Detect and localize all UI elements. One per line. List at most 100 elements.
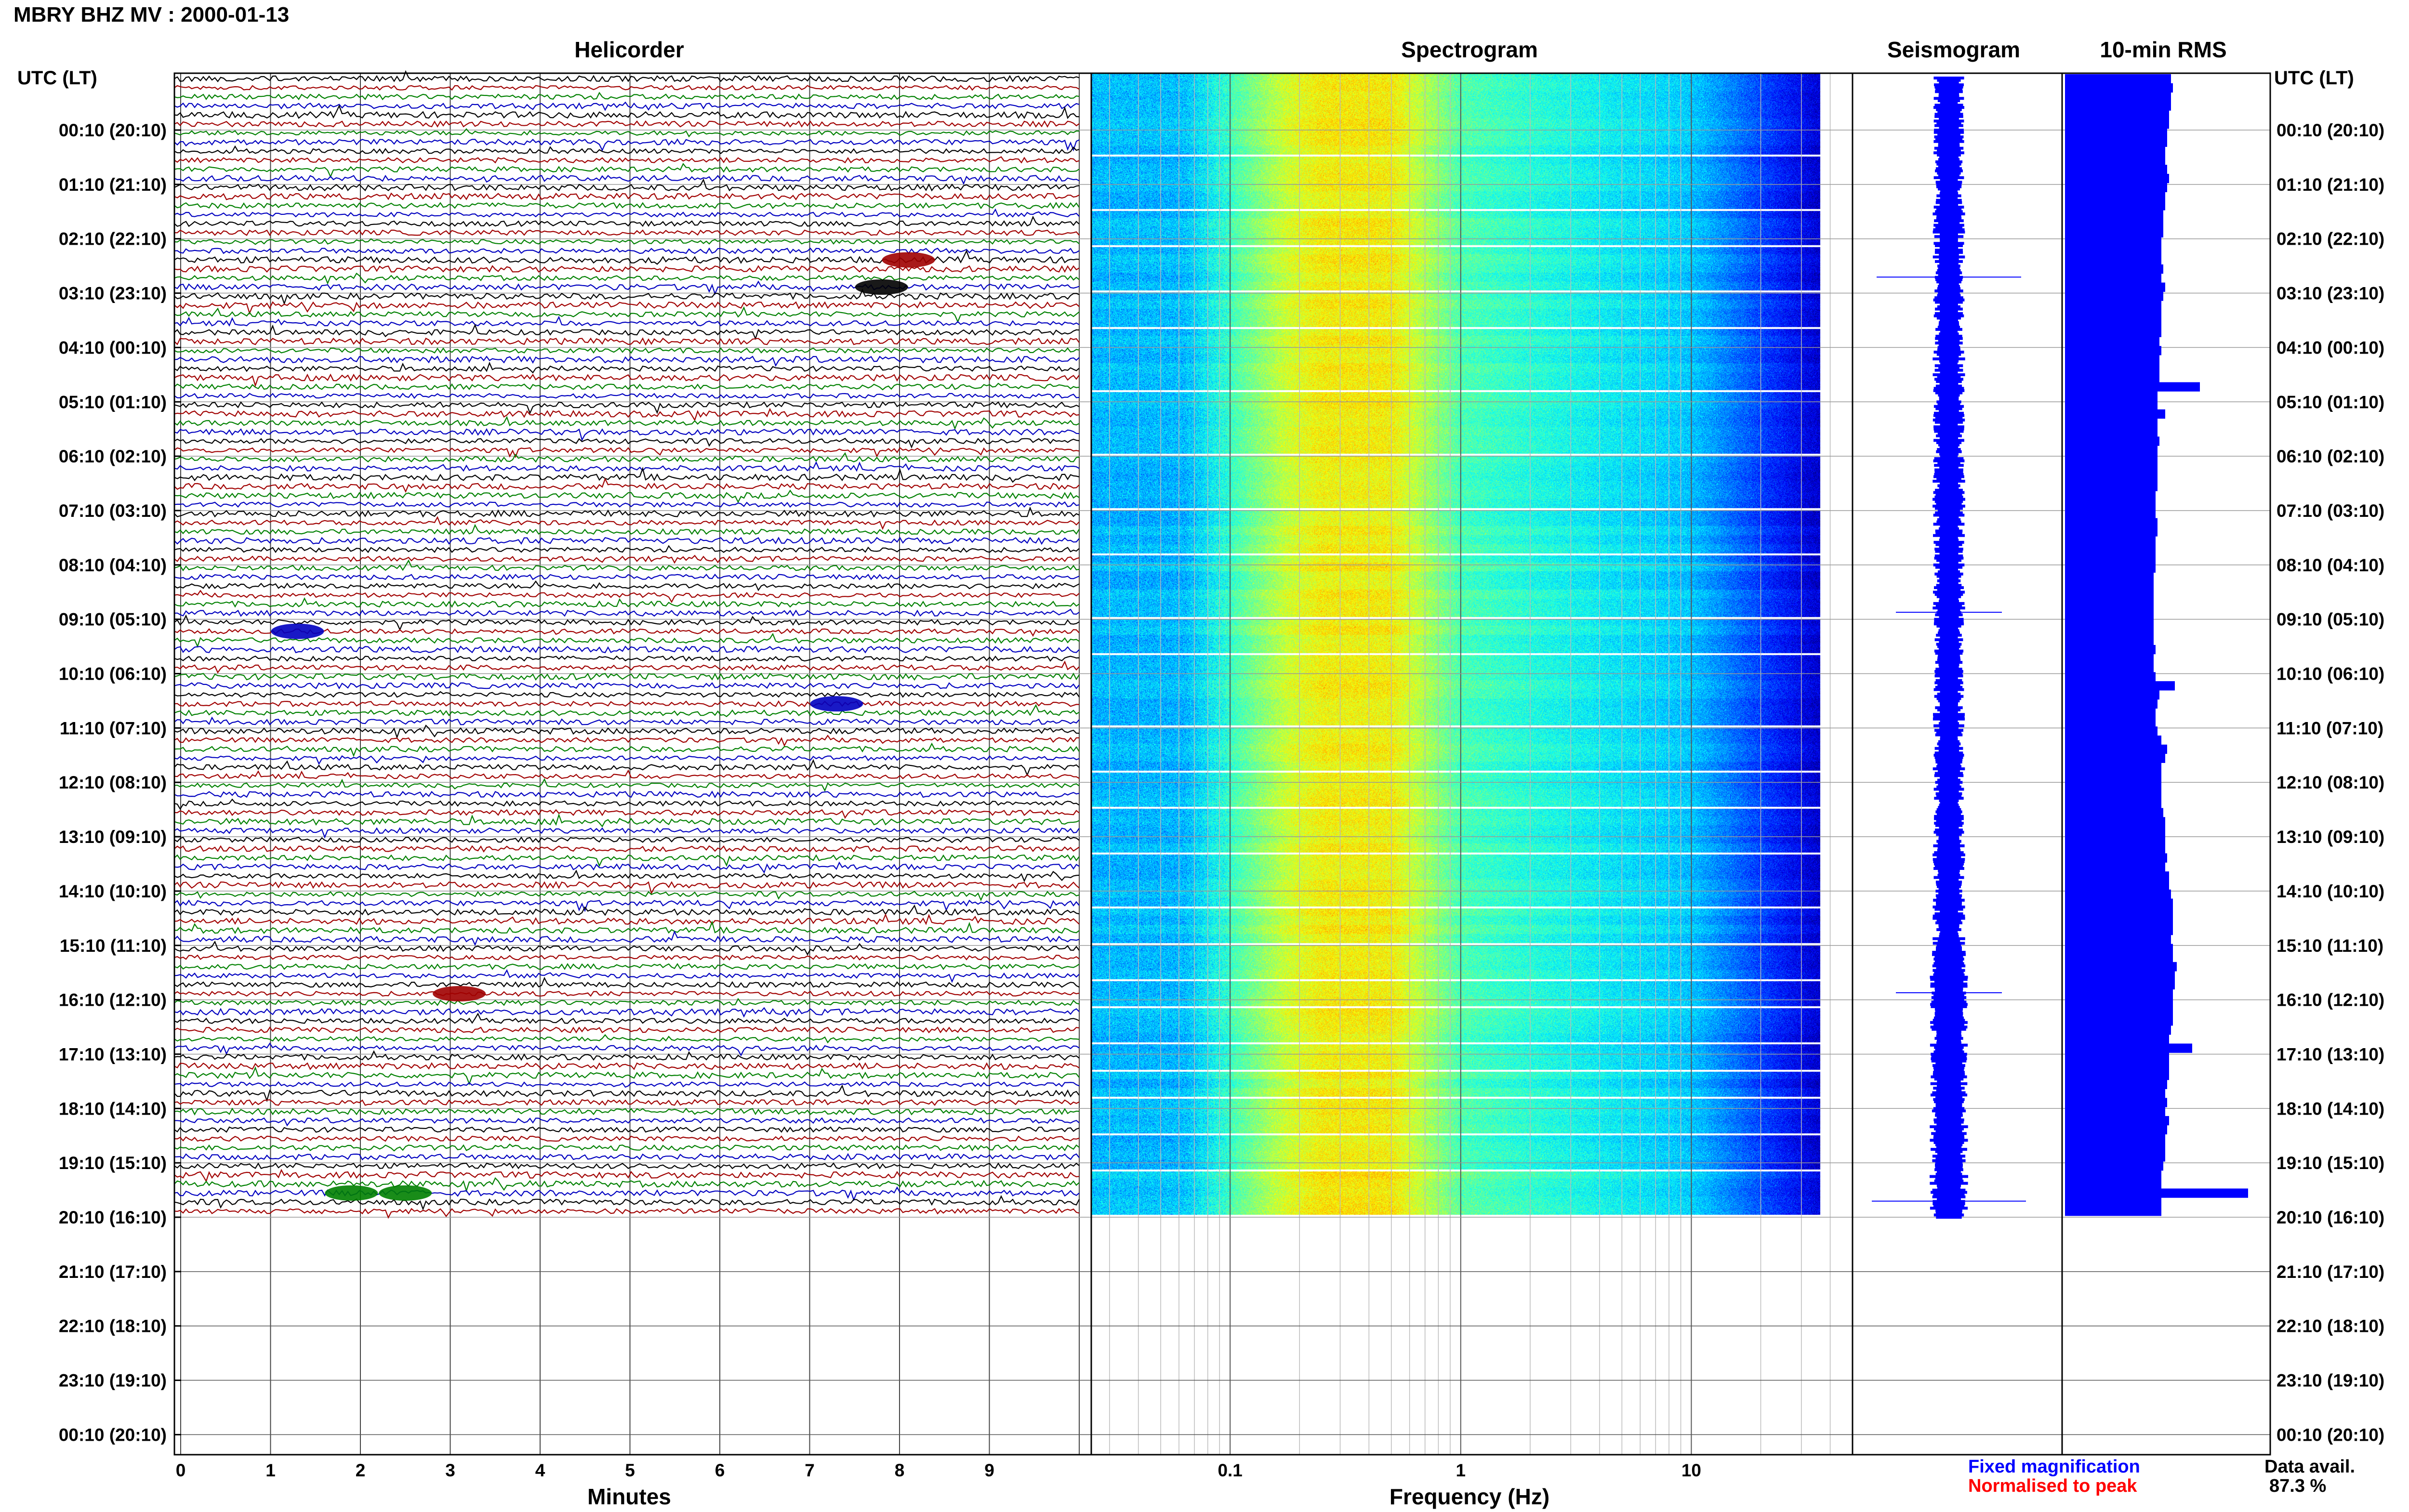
rms-bar [2065, 364, 2159, 374]
rms-bar [2065, 318, 2161, 329]
time-tick-label-left: 17:10 (13:10) [59, 1044, 167, 1064]
time-tick-label-right: 07:10 (03:10) [2277, 501, 2384, 521]
rms-bar [2065, 572, 2154, 582]
rms-bar [2065, 473, 2158, 482]
helicorder-trace [174, 1169, 1080, 1183]
helicorder-trace [174, 1186, 1080, 1202]
helicorder-trace [174, 1034, 1080, 1044]
rms-bar [2065, 554, 2156, 564]
rms-bar [2065, 789, 2161, 800]
helicorder-trace [174, 306, 1080, 323]
helicorder-trace [174, 163, 1080, 178]
helicorder-trace [174, 506, 1080, 518]
rms-bar [2065, 409, 2165, 419]
minutes-tick-label: 5 [625, 1460, 635, 1480]
helicorder-trace [174, 128, 1080, 138]
helicorder-trace [174, 85, 1080, 91]
helicorder-trace [174, 156, 1080, 164]
rms-bar [2065, 509, 2156, 519]
rms-bar [2065, 817, 2165, 827]
helicorder-trace [174, 682, 1080, 690]
rms-frame [2061, 72, 2271, 1456]
helicorder-trace [174, 229, 1080, 237]
time-tick-label-left: 07:10 (03:10) [59, 501, 167, 521]
helicorder-trace [174, 645, 1080, 654]
minutes-tick-label: 7 [805, 1460, 815, 1480]
helicorder-trace [174, 489, 1080, 503]
rms-bar [2065, 681, 2175, 691]
time-tick-label-right: 23:10 (19:10) [2277, 1371, 2384, 1391]
rms-bar [2065, 518, 2158, 527]
helicorder-trace [174, 461, 1080, 472]
helicorder-trace [174, 70, 1080, 82]
rms-bar [2065, 998, 2173, 1008]
rms-bar [2065, 736, 2161, 745]
helicorder-trace [174, 608, 1080, 617]
rms-bar [2065, 500, 2156, 510]
time-tick-label-right: 01:10 (21:10) [2277, 175, 2384, 195]
helicorder-trace [174, 574, 1080, 580]
helicorder-trace [174, 401, 1080, 415]
rms-bar [2065, 446, 2158, 455]
helicorder-trace [174, 1012, 1080, 1025]
helicorder-trace [174, 597, 1080, 608]
helicorder-trace [174, 904, 1080, 916]
helicorder-trace [174, 845, 1080, 853]
helicorder-trace [174, 316, 1080, 327]
rms-bar [2065, 237, 2161, 247]
helicorder-trace [174, 590, 1080, 603]
rms-bar [2065, 1143, 2165, 1153]
rms-bar [2065, 581, 2154, 591]
helicorder-trace [174, 382, 1080, 391]
rms-bar [2065, 463, 2158, 473]
rms-bar [2065, 898, 2173, 908]
helicorder-trace [174, 1195, 1080, 1211]
utc-left-header: UTC (LT) [17, 67, 97, 89]
helicorder-event [882, 252, 935, 268]
rms-bar [2065, 110, 2169, 120]
helicorder-trace [174, 92, 1080, 101]
helicorder-trace [174, 250, 1080, 265]
helicorder-trace [174, 1042, 1080, 1057]
helicorder-trace [174, 238, 1080, 245]
rms-bar [2065, 608, 2154, 618]
helicorder-trace [174, 742, 1080, 757]
time-tick-label-left: 00:10 (20:10) [59, 1425, 167, 1445]
helicorder-trace [174, 716, 1080, 726]
rms-bar [2065, 183, 2167, 192]
rms-bar [2065, 1079, 2167, 1090]
helicorder-trace [174, 920, 1080, 934]
helicorder-trace [174, 881, 1080, 895]
helicorder-trace [174, 1162, 1080, 1170]
rms-bar [2065, 83, 2173, 93]
rms-bar [2065, 1197, 2161, 1207]
helicorder-trace [174, 1153, 1080, 1161]
helicorder-frame [173, 72, 1092, 1456]
spectrogram-title: Spectrogram [1401, 37, 1538, 62]
helicorder-trace [174, 467, 1080, 483]
helicorder-trace [174, 1099, 1080, 1106]
time-tick-label-right: 03:10 (23:10) [2277, 284, 2384, 303]
time-tick-label-left: 06:10 (02:10) [59, 447, 167, 466]
helicorder-trace [174, 104, 1080, 119]
time-tick-label-left: 02:10 (22:10) [59, 229, 167, 249]
rms-bar [2065, 1116, 2169, 1126]
helicorder-trace [174, 990, 1080, 997]
rms-bar [2065, 219, 2163, 229]
helicorder-trace [174, 940, 1080, 956]
data-avail-label: Data avail. [2264, 1457, 2355, 1477]
helicorder-trace [174, 247, 1080, 254]
rms-bar [2065, 119, 2169, 129]
rms-bar [2065, 699, 2158, 709]
rms-bar [2065, 880, 2169, 890]
time-tick-label-right: 05:10 (01:10) [2277, 392, 2384, 412]
helicorder-trace [174, 854, 1080, 868]
tick-labels: 00:10 (20:10) 00:10 (20:10) 01:10 (21:10) 0… [59, 120, 2384, 1480]
helicorder-trace [174, 516, 1080, 530]
rms-bar [2065, 980, 2175, 990]
helicorder-trace [174, 813, 1080, 828]
time-tick-label-right: 00:10 (20:10) [2277, 120, 2384, 140]
helicorder-event [325, 1185, 378, 1201]
helicorder-traces [174, 70, 1080, 1219]
